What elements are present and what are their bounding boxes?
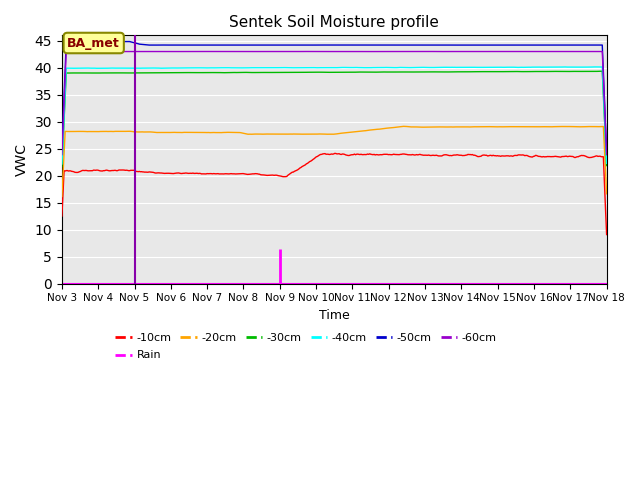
X-axis label: Time: Time <box>319 309 349 322</box>
Title: Sentek Soil Moisture profile: Sentek Soil Moisture profile <box>229 15 439 30</box>
Y-axis label: VWC: VWC <box>15 143 29 176</box>
Legend: Rain: Rain <box>111 346 166 365</box>
Text: BA_met: BA_met <box>67 36 120 49</box>
